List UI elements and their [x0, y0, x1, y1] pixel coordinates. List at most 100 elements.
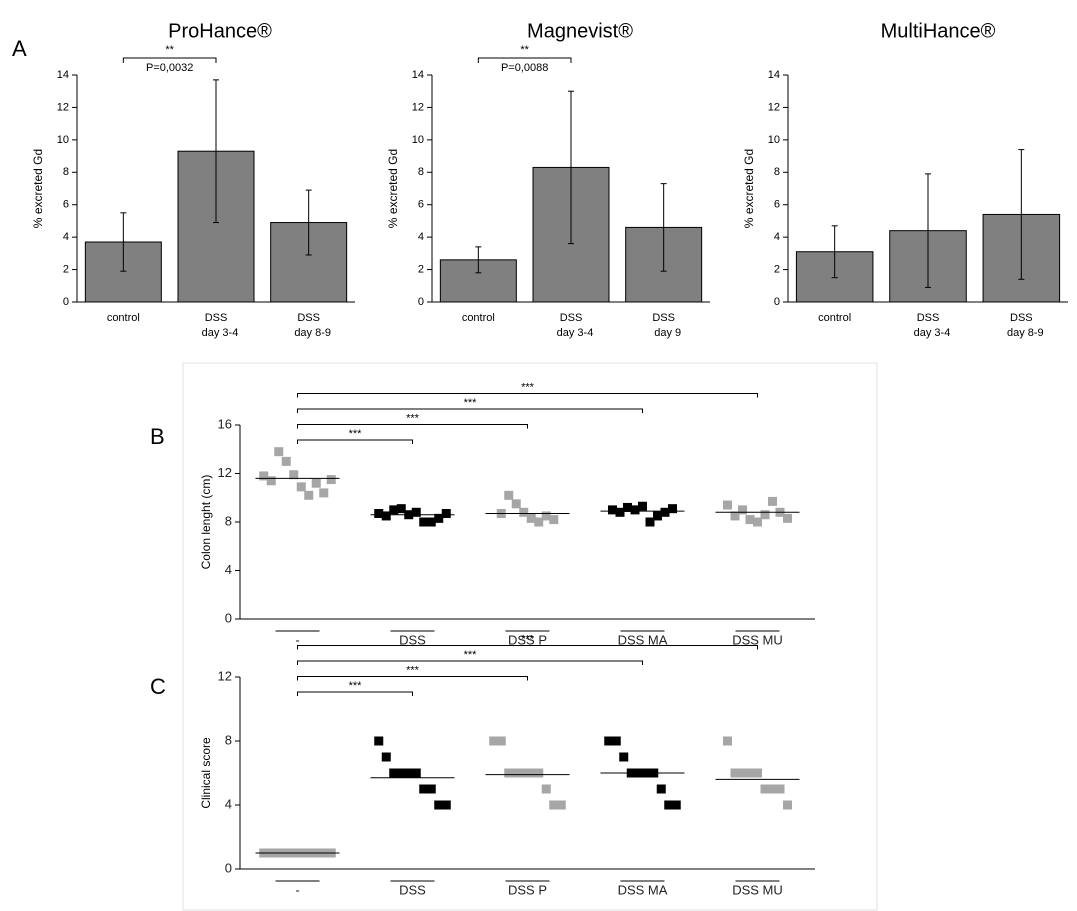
y-tick-label: 14	[412, 69, 424, 81]
data-point	[619, 752, 629, 762]
significance-stars: ***	[464, 397, 478, 409]
data-point	[604, 736, 614, 746]
y-tick-label: 14	[57, 69, 69, 81]
data-point	[519, 507, 529, 517]
data-point	[381, 752, 391, 762]
data-point	[326, 475, 336, 485]
data-point	[541, 511, 551, 521]
y-tick-label: 8	[225, 732, 232, 747]
significance-bracket	[477, 57, 572, 63]
data-point	[738, 505, 747, 515]
significance-bracket	[297, 645, 758, 650]
data-point	[374, 736, 384, 746]
panel-label: B	[150, 424, 165, 449]
data-point	[504, 490, 514, 500]
y-tick-label: 2	[63, 263, 69, 275]
x-tick-label: DSS MU	[732, 882, 783, 897]
data-point	[319, 488, 329, 498]
data-point	[534, 517, 544, 527]
x-tick-label: day 3-4	[914, 327, 951, 339]
data-point	[775, 784, 785, 794]
significance-stars: ***	[349, 428, 363, 440]
y-tick-label: 12	[218, 465, 232, 480]
y-axis-label: Clinical score	[199, 737, 213, 809]
data-point	[760, 784, 770, 794]
x-tick-label: DSS MA	[618, 882, 668, 897]
y-tick-label: 6	[418, 199, 424, 211]
x-tick-label: control	[107, 312, 140, 324]
x-tick-label: DSS P	[508, 882, 547, 897]
x-tick-label: DSS MU	[732, 632, 783, 647]
x-tick-label: day 3-4	[557, 327, 594, 339]
y-axis-label: % excreted Gd	[386, 149, 400, 228]
data-point	[504, 768, 514, 778]
data-point	[738, 768, 747, 778]
data-point	[511, 768, 521, 778]
bar	[177, 150, 255, 303]
data-point	[396, 504, 406, 514]
x-tick-label: DSS	[1010, 312, 1033, 324]
y-tick-label: 6	[774, 199, 780, 211]
data-point	[426, 517, 436, 527]
x-tick-label: DSS MA	[618, 632, 668, 647]
data-point	[723, 736, 732, 746]
data-point	[645, 517, 655, 527]
data-point	[768, 496, 777, 506]
y-tick-label: 2	[774, 263, 780, 275]
data-point	[783, 800, 792, 810]
y-tick-label: 8	[63, 166, 69, 178]
x-tick-label: DSS	[399, 632, 426, 647]
x-tick-label: DSS P	[508, 632, 547, 647]
chart-title: ProHance®	[168, 20, 272, 42]
significance-stars: ***	[464, 649, 478, 661]
y-tick-label: 10	[57, 134, 69, 146]
data-point	[783, 513, 792, 523]
data-point	[745, 515, 755, 525]
data-point	[660, 507, 670, 517]
p-value: P=0,0032	[146, 62, 193, 74]
y-tick-label: 4	[418, 231, 424, 243]
x-tick-label: day 3-4	[202, 327, 239, 339]
significance-bracket	[122, 57, 217, 63]
data-point	[396, 768, 406, 778]
y-tick-label: 4	[63, 231, 69, 243]
panel-frame	[182, 362, 878, 911]
data-point	[768, 784, 777, 794]
data-point	[389, 505, 399, 515]
data-point	[489, 736, 499, 746]
data-point	[274, 447, 284, 457]
data-point	[541, 784, 551, 794]
y-axis-label: % excreted Gd	[742, 149, 756, 228]
significance-bracket	[297, 439, 413, 444]
data-point	[753, 517, 762, 527]
significance-stars: **	[520, 44, 529, 56]
significance-bracket	[297, 393, 758, 398]
data-point	[653, 511, 662, 521]
significance-bracket	[297, 424, 528, 429]
y-tick-label: 8	[418, 166, 424, 178]
y-tick-label: 4	[774, 231, 780, 243]
x-tick-label: DSS	[652, 312, 675, 324]
y-tick-label: 12	[218, 668, 232, 683]
data-point	[411, 507, 421, 517]
y-tick-label: 10	[412, 134, 424, 146]
significance-stars: ***	[406, 664, 420, 676]
data-point	[441, 509, 451, 519]
data-point	[411, 768, 421, 778]
data-point	[730, 768, 740, 778]
data-point	[623, 502, 632, 512]
data-point	[760, 510, 770, 520]
data-point	[289, 470, 299, 480]
significance-stars: ***	[406, 412, 420, 424]
x-tick-label: control	[462, 312, 495, 324]
y-tick-label: 0	[63, 296, 69, 308]
y-tick-label: 16	[218, 416, 232, 431]
data-point	[549, 515, 559, 525]
data-point	[556, 800, 566, 810]
data-point	[434, 513, 444, 523]
data-point	[668, 504, 677, 514]
y-tick-label: 12	[57, 101, 69, 113]
x-tick-label: DSS	[917, 312, 940, 324]
x-tick-label: day 8-9	[1007, 327, 1044, 339]
